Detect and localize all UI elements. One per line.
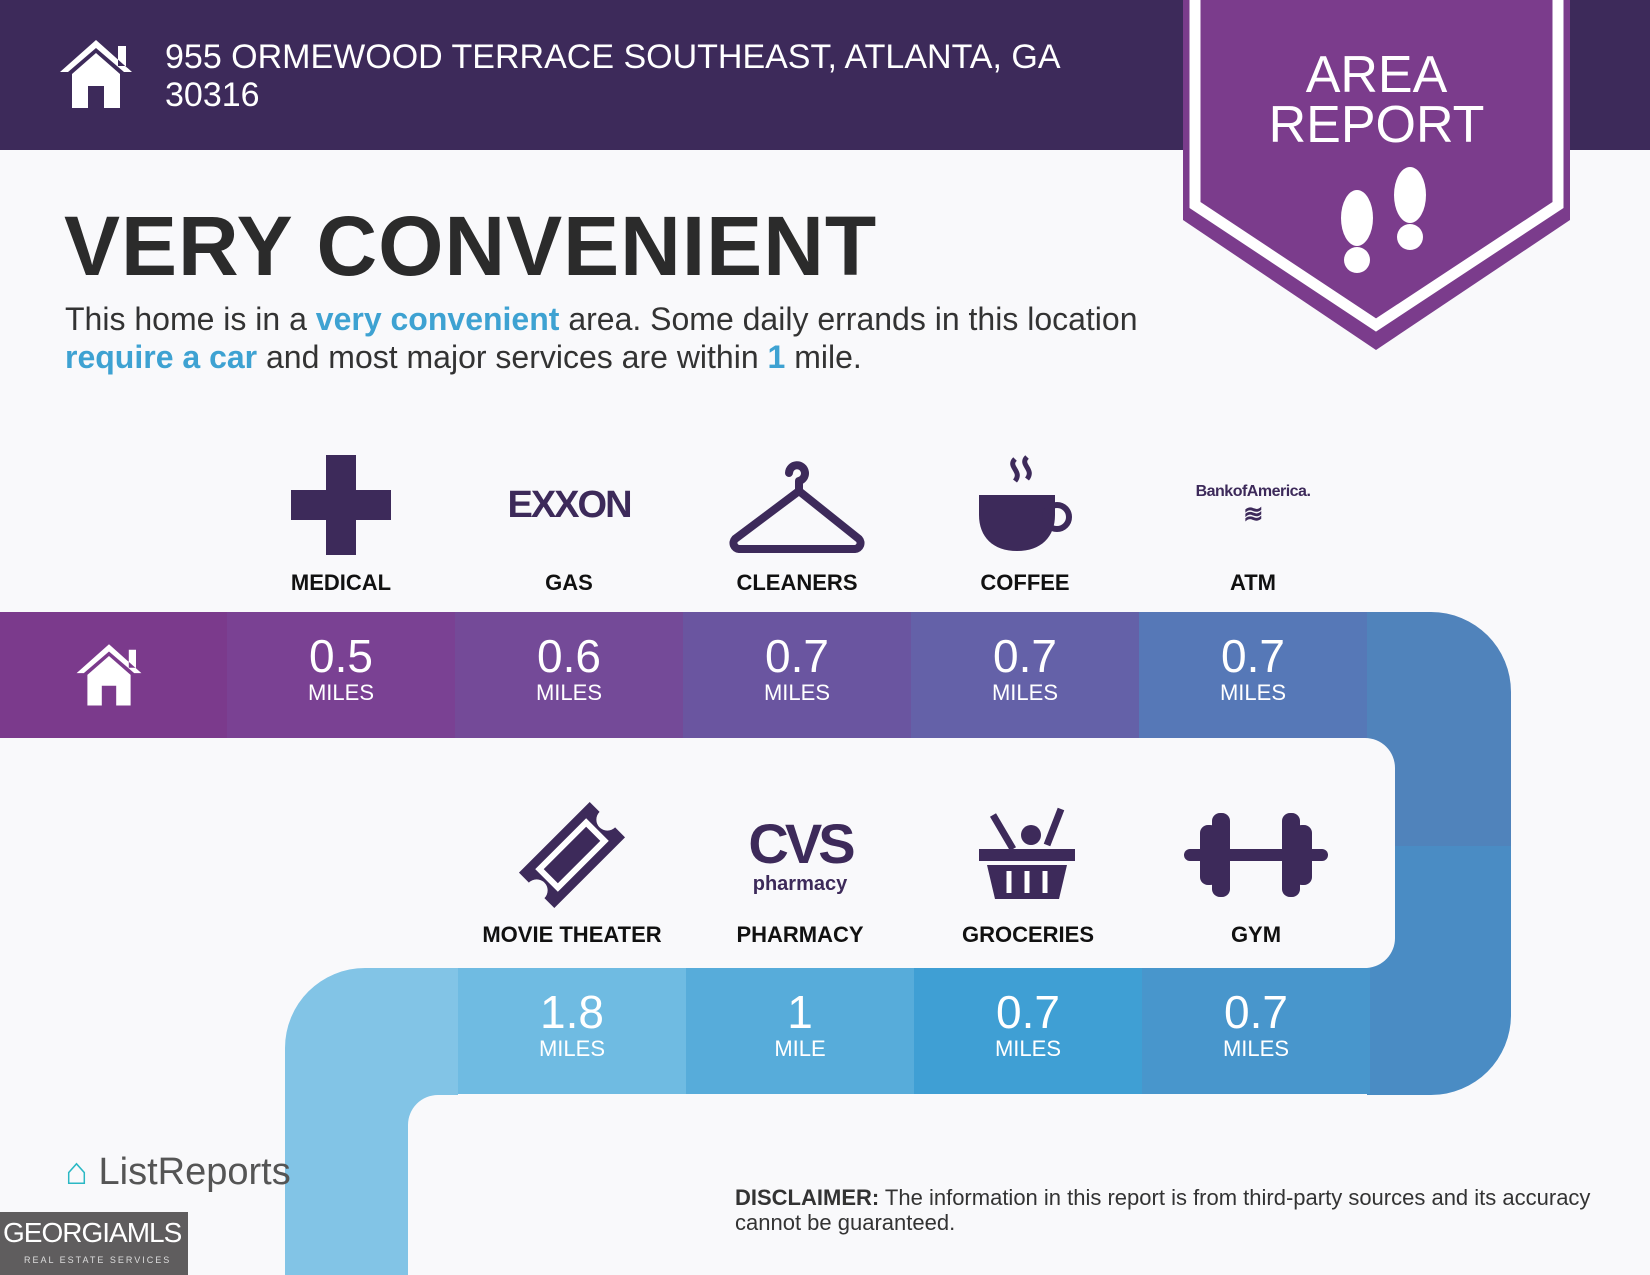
home-start-icon xyxy=(76,644,142,706)
category-medical: MEDICAL xyxy=(227,450,455,596)
distance-value: 0.5 xyxy=(309,630,373,682)
distance-value: 1 xyxy=(787,986,813,1038)
text: mile. xyxy=(785,339,862,375)
category-label: GAS xyxy=(545,570,593,595)
bank-of-america-logo: BankofAmerica. ≋ xyxy=(1195,483,1311,528)
brand-name: ListReports xyxy=(98,1151,291,1193)
category-label: GROCERIES xyxy=(961,922,1095,947)
distance-unit: MILES xyxy=(307,680,375,705)
distance-cell: 0.7 MILES xyxy=(914,968,1142,1094)
medical-cross-icon xyxy=(227,450,455,560)
disclaimer-label: DISCLAIMER: xyxy=(735,1185,880,1210)
cvs-pharmacy-logo: CVS pharmacy xyxy=(686,800,914,910)
text: This home is in a xyxy=(65,301,316,337)
home-icon xyxy=(60,40,132,108)
distance-value: 0.7 xyxy=(1224,986,1288,1038)
logo-text: BankofAmerica. xyxy=(1195,483,1311,500)
mls-name: GEORGIAMLS xyxy=(3,1217,182,1248)
category-movie-theater: MOVIE THEATER xyxy=(458,800,686,948)
distance-cell: 0.7 MILES xyxy=(683,612,911,738)
distance-value: 0.7 xyxy=(993,630,1057,682)
area-report-badge xyxy=(1183,0,1570,350)
listreports-logo: ⌂ ListReports xyxy=(65,1151,291,1193)
text: and most major services are within xyxy=(257,339,768,375)
distance-cell: 0.6 MILES xyxy=(455,612,683,738)
category-label: CLEANERS xyxy=(736,570,858,595)
property-address: 955 ORMEWOOD TERRACE SOUTHEAST, ATLANTA,… xyxy=(165,38,1059,114)
page-title: VERY CONVENIENT xyxy=(64,199,878,293)
logo-text: EXXON xyxy=(507,483,632,526)
distance-unit: MILES xyxy=(538,1036,606,1061)
text: area. Some daily errands in this locatio… xyxy=(559,301,1138,337)
category-label: COFFEE xyxy=(980,570,1070,595)
mls-sub: REAL ESTATE SERVICES xyxy=(24,1255,172,1265)
distance-unit: MILES xyxy=(1222,1036,1290,1061)
distance-value: 0.6 xyxy=(537,630,601,682)
distance-cell: 0.7 MILES xyxy=(911,612,1139,738)
logo-subtext: pharmacy xyxy=(752,873,848,895)
category-label: MOVIE THEATER xyxy=(482,922,662,947)
exxon-logo: EXXON xyxy=(455,450,683,560)
highlight: very convenient xyxy=(315,301,560,337)
distance-value: 0.7 xyxy=(996,986,1060,1038)
coffee-cup-icon xyxy=(911,450,1139,560)
grocery-basket-icon xyxy=(914,800,1142,910)
distance-unit: MILE xyxy=(774,1036,826,1061)
category-label: MEDICAL xyxy=(290,570,392,595)
highlight: 1 xyxy=(767,339,786,375)
distance-unit: MILES xyxy=(1219,680,1287,705)
highlight: require a car xyxy=(65,339,258,375)
distance-cell: 0.7 MILES xyxy=(1142,968,1370,1094)
category-atm: BankofAmerica. ≋ ATM xyxy=(1139,450,1367,596)
hanger-icon xyxy=(683,450,911,560)
badge-line2: REPORT xyxy=(1268,96,1485,154)
footprints-icon xyxy=(1341,167,1426,273)
category-coffee: COFFEE xyxy=(911,450,1139,596)
distance-unit: MILES xyxy=(763,680,831,705)
badge-line1: AREA xyxy=(1305,46,1448,104)
summary-text: This home is in a very convenient area. … xyxy=(65,300,1215,376)
ticket-icon xyxy=(458,800,686,910)
distance-cell: 0.7 MILES xyxy=(1139,612,1367,738)
distance-unit: MILES xyxy=(991,680,1059,705)
georgia-mls-logo: GEORGIAMLS REAL ESTATE SERVICES xyxy=(0,1212,188,1275)
distance-cell: 1 MILE xyxy=(686,968,914,1094)
category-gas: EXXON GAS xyxy=(455,450,683,596)
category-cleaners: CLEANERS xyxy=(683,450,911,596)
dumbbell-icon xyxy=(1142,800,1370,910)
distance-cell: 0.5 MILES xyxy=(227,612,455,738)
distance-value: 1.8 xyxy=(540,986,604,1038)
distance-value: 0.7 xyxy=(765,630,829,682)
category-gym: GYM xyxy=(1142,800,1370,948)
category-label: ATM xyxy=(1229,570,1277,595)
category-groceries: GROCERIES xyxy=(914,800,1142,948)
distance-unit: MILES xyxy=(535,680,603,705)
category-label: PHARMACY xyxy=(736,922,864,947)
distance-unit: MILES xyxy=(994,1036,1062,1061)
distance-cell: 1.8 MILES xyxy=(458,968,686,1094)
category-pharmacy: CVS pharmacy PHARMACY xyxy=(686,800,914,948)
category-label: GYM xyxy=(1230,922,1282,947)
disclaimer: DISCLAIMER: The information in this repo… xyxy=(735,1185,1615,1235)
distance-value: 0.7 xyxy=(1221,630,1285,682)
disclaimer-text: The information in this report is from t… xyxy=(735,1185,1591,1235)
logo-text: CVS xyxy=(748,812,855,875)
